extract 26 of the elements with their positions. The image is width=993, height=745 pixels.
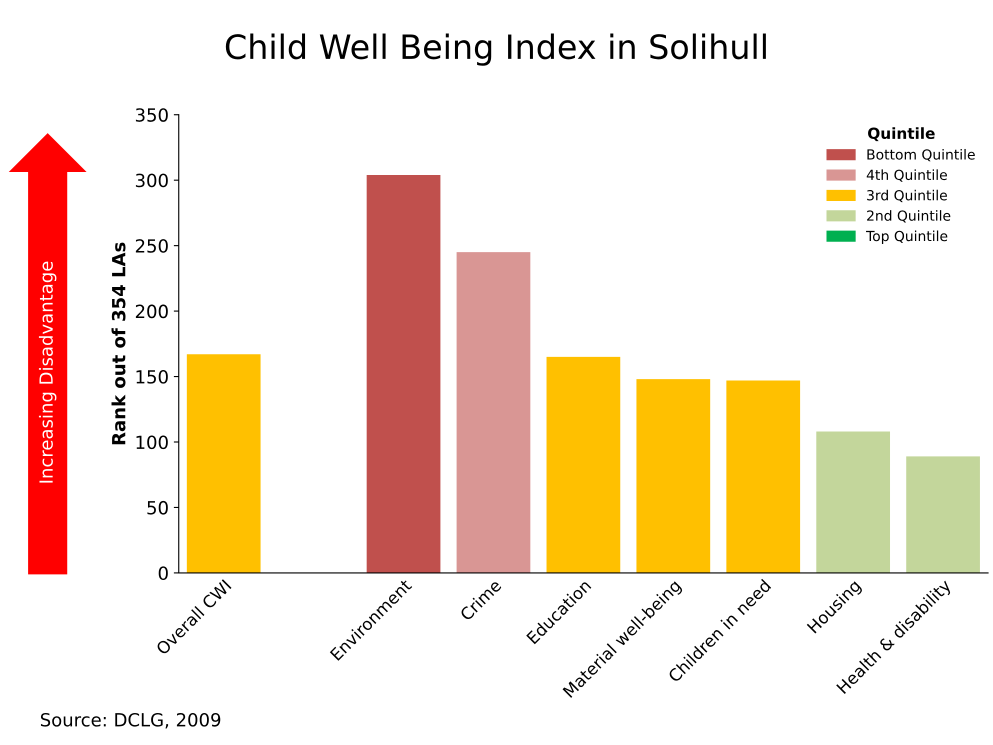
y-tick-label: 350 bbox=[136, 108, 168, 122]
y-tick-label: 50 bbox=[147, 500, 168, 515]
legend-label: 3rd Quintile bbox=[867, 190, 947, 202]
y-tick-label: 200 bbox=[136, 304, 168, 318]
bar bbox=[816, 432, 890, 573]
bar bbox=[546, 356, 620, 573]
legend-label: 4th Quintile bbox=[866, 169, 947, 182]
y-tick-label: 250 bbox=[136, 239, 168, 253]
y-tick-label: 150 bbox=[136, 370, 168, 384]
legend-label: Top Quintile bbox=[866, 230, 948, 244]
y-axis-title: Rank out of 354 LAs bbox=[112, 242, 126, 444]
bar bbox=[456, 252, 530, 573]
bar bbox=[726, 380, 800, 573]
legend-label: 2nd Quintile bbox=[867, 210, 950, 222]
chart-title: Child Well Being Index in Solihull bbox=[226, 34, 766, 66]
bar bbox=[186, 354, 261, 573]
bar bbox=[366, 174, 440, 573]
y-tick-label: 0 bbox=[158, 566, 168, 580]
y-tick-label: 300 bbox=[136, 174, 168, 188]
bar bbox=[636, 379, 710, 573]
bar bbox=[906, 456, 980, 573]
text: Increasing Disadvantage bbox=[38, 262, 56, 483]
legend-title: Quintile bbox=[868, 127, 935, 142]
source-note: Source: DCLG, 2009 bbox=[40, 712, 220, 728]
y-tick-label: 100 bbox=[136, 435, 168, 450]
legend-label: Bottom Quintile bbox=[867, 148, 975, 162]
